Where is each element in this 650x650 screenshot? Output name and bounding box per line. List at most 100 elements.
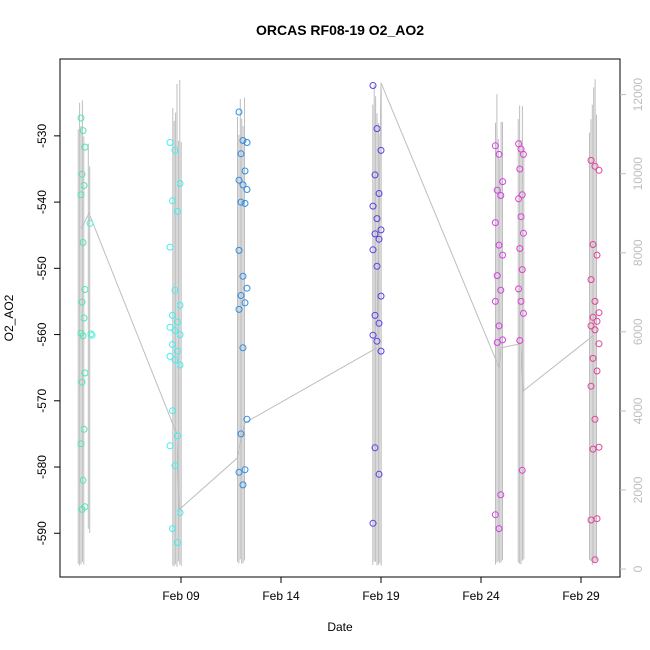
data-point: [369, 331, 377, 339]
y-tick-label: -560: [35, 322, 49, 346]
secondary-line-group: [80, 82, 594, 511]
data-point: [591, 297, 599, 305]
data-point: [176, 361, 184, 369]
data-point: [166, 323, 174, 331]
y2-tick-label: 2000: [631, 476, 645, 503]
data-point: [78, 170, 86, 178]
data-point: [166, 139, 174, 146]
data-point: [589, 445, 597, 453]
data-point: [239, 181, 247, 189]
data-point: [593, 251, 601, 259]
data-point: [166, 243, 174, 251]
data-point: [375, 190, 383, 197]
data-point: [243, 139, 251, 146]
data-point: [171, 462, 179, 470]
data-point: [587, 516, 595, 524]
data-point: [86, 219, 94, 227]
data-point: [497, 192, 505, 199]
data-point: [519, 150, 527, 158]
data-point: [235, 176, 243, 184]
data-point: [237, 292, 245, 299]
data-point: [591, 326, 599, 334]
data-point: [77, 440, 85, 448]
data-point: [239, 137, 247, 144]
data-point: [371, 444, 379, 452]
data-point: [169, 525, 176, 533]
data-point: [77, 191, 85, 199]
data-point: [377, 146, 385, 154]
data-point: [78, 505, 86, 513]
data-point: [495, 241, 503, 249]
data-point: [171, 327, 179, 335]
data-point: [169, 197, 176, 205]
data-point: [516, 165, 524, 173]
data-point: [495, 525, 503, 533]
y-tick-label: -540: [35, 190, 49, 214]
data-point: [515, 195, 523, 203]
data-point: [595, 166, 603, 174]
data-points: [77, 82, 603, 564]
secondary-line: [80, 82, 594, 511]
y2-tick-label: 10000: [631, 157, 645, 191]
data-point: [589, 313, 597, 321]
data-point: [87, 330, 95, 338]
data-point: [166, 352, 174, 360]
data-point: [595, 340, 603, 348]
data-point: [78, 378, 86, 386]
y-tick-label: -550: [35, 256, 49, 280]
data-point: [589, 354, 597, 362]
data-point: [166, 442, 174, 450]
data-point: [499, 251, 507, 259]
y-tick-label: -530: [35, 124, 49, 148]
data-point: [495, 322, 503, 330]
data-point: [495, 150, 503, 158]
data-point: [235, 108, 243, 116]
data-point: [377, 226, 385, 234]
data-point: [519, 309, 527, 317]
y2-tick-label: 12000: [631, 78, 645, 112]
data-point: [237, 150, 245, 158]
data-point: [174, 432, 181, 440]
y2-tick-label: 6000: [631, 318, 645, 345]
data-point: [491, 142, 499, 150]
data-point: [491, 511, 499, 519]
data-point: [241, 299, 249, 307]
data-point: [171, 356, 179, 364]
data-point: [237, 430, 245, 438]
x-tick-label: Feb 29: [562, 589, 600, 603]
data-point: [377, 292, 385, 300]
data-point: [369, 246, 377, 254]
data-point: [373, 125, 381, 133]
data-point: [241, 167, 249, 175]
data-point: [375, 235, 383, 243]
data-point: [589, 241, 597, 248]
data-point: [80, 425, 88, 433]
data-point: [243, 415, 251, 423]
data-point: [493, 186, 501, 194]
data-point: [371, 230, 379, 238]
y-tick-label: -580: [35, 455, 49, 479]
data-point: [517, 297, 525, 305]
data-point: [375, 319, 383, 327]
data-point: [516, 245, 524, 252]
data-point: [493, 272, 501, 280]
data-point: [373, 215, 381, 223]
data-point: [373, 337, 381, 345]
data-point: [595, 443, 603, 451]
data-point: [516, 337, 524, 344]
data-point: [174, 318, 181, 326]
data-point: [491, 219, 499, 227]
data-point: [493, 339, 501, 346]
y-axis-right: 0 2000 4000 6000 8000 10000 12000: [620, 78, 645, 572]
data-point: [595, 309, 603, 317]
data-point: [79, 127, 87, 135]
data-point: [499, 178, 507, 186]
y-axis-label: O2_AO2: [2, 294, 16, 341]
x-axis-label: Date: [327, 620, 353, 634]
y2-tick-label: 4000: [631, 397, 645, 424]
data-point: [243, 284, 251, 292]
data-point: [593, 367, 601, 375]
data-point: [174, 347, 181, 355]
data-point: [239, 344, 247, 352]
